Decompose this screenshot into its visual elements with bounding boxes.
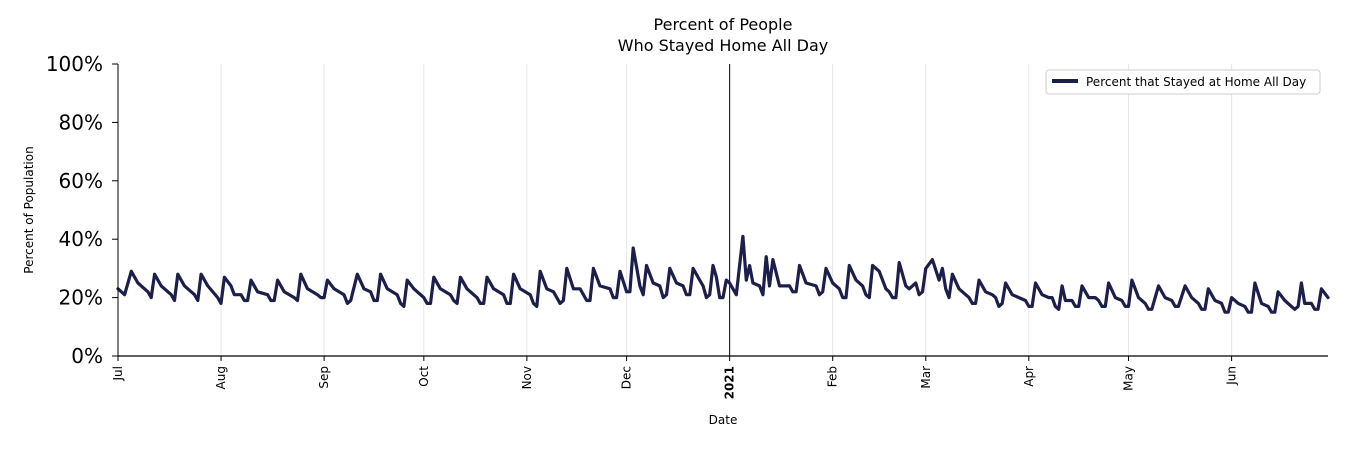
x-tick-label: Dec (620, 366, 634, 389)
y-axis-label: Percent of Population (22, 146, 36, 273)
legend-label: Percent that Stayed at Home All Day (1086, 75, 1306, 89)
x-tick-label: Jun (1225, 366, 1239, 386)
y-tick-label: 20% (59, 286, 103, 310)
chart-title-line-2: Who Stayed Home All Day (618, 36, 828, 55)
x-tick-label: 2021 (723, 366, 737, 399)
x-tick-label: Jul (111, 366, 125, 381)
series-layer (116, 234, 1330, 314)
x-tick-label: May (1122, 366, 1136, 391)
y-tick-label: 100% (46, 52, 103, 76)
x-ticks: Jul Aug Sep Oct Nov Dec 2021 Feb Mar Apr May Jun (111, 356, 1239, 399)
y-tick-label: 60% (59, 169, 103, 193)
y-ticks: 0% 20% 40% 60% 80% 100% (46, 52, 118, 368)
x-tick-label: Sep (317, 366, 331, 389)
chart-title-line-1: Percent of People (654, 15, 793, 34)
series-line-stayed-home (116, 234, 1330, 314)
axes (117, 64, 1328, 357)
grid-lines (117, 64, 1233, 356)
legend: Percent that Stayed at Home All Day (1045, 69, 1321, 95)
x-tick-label: Aug (214, 366, 228, 389)
x-tick-label: Apr (1022, 366, 1036, 387)
x-tick-label: Oct (417, 366, 431, 387)
y-tick-label: 0% (71, 344, 103, 368)
y-tick-label: 80% (59, 110, 103, 134)
x-tick-label: Mar (919, 366, 933, 389)
x-axis-label: Date (709, 413, 738, 427)
y-tick-label: 40% (59, 227, 103, 251)
chart-title: Percent of People Who Stayed Home All Da… (618, 15, 828, 55)
x-tick-label: Feb (826, 366, 840, 387)
x-tick-label: Nov (520, 366, 534, 389)
legend-box (1045, 69, 1321, 95)
